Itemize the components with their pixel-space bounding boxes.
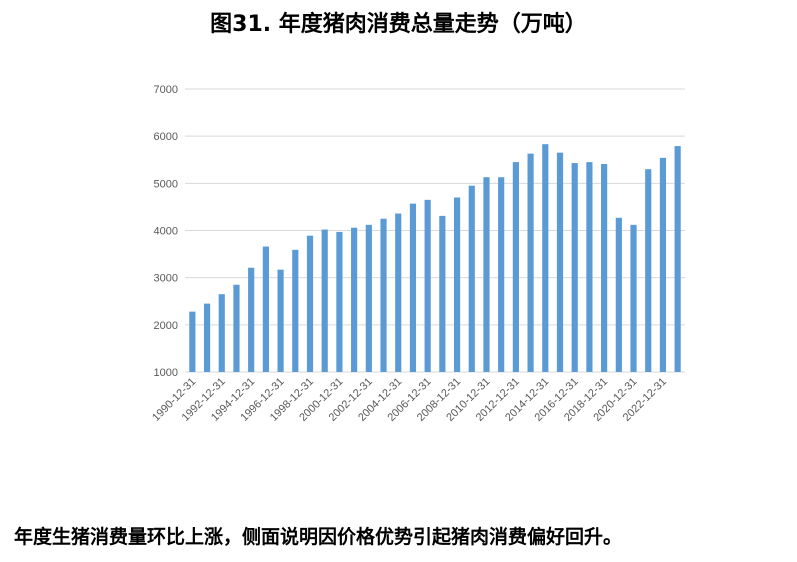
bar-2006-12-31 bbox=[424, 199, 431, 372]
bar-2022-12-31 bbox=[659, 157, 667, 372]
y-tick-label: 4000 bbox=[154, 226, 178, 238]
bar-2019-12-31 bbox=[615, 217, 622, 372]
bar-2010-12-31 bbox=[483, 177, 490, 372]
bar-2020-12-31 bbox=[630, 224, 637, 372]
bar-2021-12-31 bbox=[645, 169, 652, 372]
x-axis-ticks: 1990-12-311992-12-311994-12-311996-12-31… bbox=[150, 376, 669, 424]
bar-2001-12-31 bbox=[351, 227, 358, 372]
bar-1995-12-31 bbox=[262, 246, 269, 372]
bar-2007-12-31 bbox=[439, 215, 446, 372]
bar-2008-12-31 bbox=[453, 197, 461, 372]
bar-2015-12-31 bbox=[556, 152, 564, 372]
bar-1993-12-31 bbox=[233, 284, 240, 372]
bar-2013-12-31 bbox=[527, 153, 534, 372]
bar-2018-12-31 bbox=[601, 163, 608, 372]
y-tick-label: 3000 bbox=[154, 273, 178, 285]
bar-1990-12-31 bbox=[189, 311, 196, 372]
bar-2023-12-31 bbox=[674, 146, 681, 372]
bar-2005-12-31 bbox=[409, 203, 417, 372]
bars bbox=[189, 144, 681, 372]
y-tick-label: 5000 bbox=[154, 178, 178, 190]
bar-1997-12-31 bbox=[292, 249, 299, 372]
bar-2004-12-31 bbox=[395, 213, 402, 372]
y-tick-label: 7000 bbox=[154, 84, 178, 96]
y-tick-label: 6000 bbox=[154, 131, 178, 143]
bar-1994-12-31 bbox=[248, 267, 255, 372]
bar-1999-12-31 bbox=[321, 229, 328, 372]
bar-2017-12-31 bbox=[586, 162, 593, 372]
bar-1996-12-31 bbox=[277, 269, 284, 372]
bar-2009-12-31 bbox=[468, 185, 475, 372]
y-axis-ticks: 1000 2000 3000 4000 5000 6000 7000 bbox=[154, 84, 178, 379]
bar-2012-12-31 bbox=[512, 162, 519, 372]
bar-2011-12-31 bbox=[498, 177, 505, 372]
bar-2000-12-31 bbox=[336, 231, 343, 372]
y-tick-label: 2000 bbox=[154, 320, 178, 332]
y-tick-label: 1000 bbox=[154, 367, 178, 379]
bar-1998-12-31 bbox=[306, 235, 314, 372]
bar-chart: 1000 2000 3000 4000 5000 6000 7000 1990-12-311… bbox=[150, 84, 685, 424]
bar-2016-12-31 bbox=[571, 163, 578, 372]
bar-2014-12-31 bbox=[542, 144, 549, 372]
gridlines bbox=[185, 88, 685, 373]
bar-2003-12-31 bbox=[380, 218, 387, 372]
bar-1991-12-31 bbox=[203, 303, 211, 372]
caption-text: 年度生猪消费量环比上涨，侧面说明因价格优势引起猪肉消费偏好回升。 bbox=[14, 526, 623, 548]
chart-title: 图31. 年度猪肉消费总量走势（万吨） bbox=[210, 12, 587, 37]
bar-2002-12-31 bbox=[365, 224, 372, 372]
bar-1992-12-31 bbox=[218, 294, 225, 372]
